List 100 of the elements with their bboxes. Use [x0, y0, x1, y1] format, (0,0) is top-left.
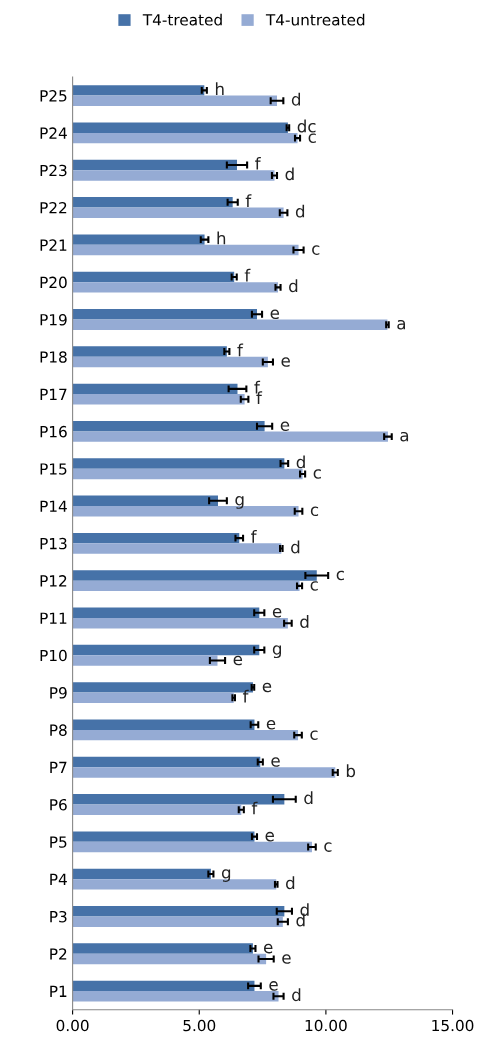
data-label: d [296, 455, 305, 469]
y-tick-label: P2 [50, 948, 67, 960]
y-tick-label: P15 [40, 463, 67, 475]
data-label: f [255, 156, 261, 170]
x-tick-label: 0.00 [56, 1019, 89, 1032]
bar [72, 244, 299, 256]
legend-label: T4-untreated [265, 13, 365, 26]
data-label: d [304, 791, 313, 805]
data-label: c [324, 842, 332, 852]
data-label: d [286, 876, 295, 890]
y-tick-label: P11 [40, 612, 67, 624]
data-label: e [271, 757, 280, 767]
data-label: c [308, 133, 316, 143]
bar [72, 356, 268, 368]
data-label: g [221, 869, 231, 882]
bar [72, 122, 288, 133]
bar [72, 980, 255, 992]
data-label: e [281, 357, 290, 367]
bar [72, 953, 267, 965]
bar [72, 458, 285, 469]
data-label: d [291, 92, 300, 106]
data-label: e [272, 608, 282, 618]
data-label: e [270, 309, 280, 320]
data-label: e [266, 719, 276, 730]
bar [72, 234, 205, 245]
y-tick-label: P7 [50, 761, 67, 774]
bar [72, 271, 235, 283]
data-label: e [262, 682, 272, 693]
bar [72, 85, 205, 96]
data-label: c [336, 570, 344, 581]
data-label: f [245, 194, 252, 207]
bar [72, 197, 233, 208]
data-label: d [291, 540, 300, 554]
bar [72, 868, 211, 880]
bar [72, 170, 275, 181]
data-label: g [235, 496, 244, 509]
y-tick-label: P17 [40, 388, 67, 400]
data-label: h [217, 231, 226, 245]
data-label: f [251, 801, 258, 815]
bar [72, 831, 255, 842]
y-tick-label: P23 [40, 164, 67, 177]
data-label: c [312, 245, 320, 255]
y-tick-label: P25 [40, 90, 67, 102]
x-tick-label: 10.00 [305, 1019, 347, 1032]
data-label: e [282, 954, 291, 964]
data-label: b [346, 764, 356, 778]
bar [72, 383, 238, 395]
bar [72, 309, 257, 320]
y-tick-label: P3 [50, 910, 67, 923]
bar [72, 692, 234, 704]
bar [72, 804, 242, 815]
bar [72, 394, 245, 405]
bar [72, 543, 282, 554]
bar [72, 943, 253, 954]
bar [72, 644, 260, 656]
data-label: f [244, 268, 251, 282]
data-label: f [242, 689, 249, 703]
y-tick-label: P9 [50, 687, 67, 699]
data-label: f [251, 530, 257, 543]
bar [72, 431, 388, 442]
y-tick-label: P8 [50, 724, 67, 736]
y-tick-label: P24 [40, 127, 67, 139]
data-label: g [272, 645, 282, 659]
data-label: d [295, 204, 305, 218]
y-tick-label: P16 [40, 425, 67, 438]
bar [72, 282, 279, 293]
data-label: e [265, 831, 274, 842]
bar [72, 532, 240, 544]
bar [72, 95, 278, 107]
bar [72, 580, 300, 592]
y-tick-label: P18 [40, 351, 67, 363]
data-label: c [310, 730, 318, 740]
bar [72, 495, 218, 507]
bar [72, 719, 255, 730]
y-tick-label: P13 [40, 537, 67, 550]
data-label: d [289, 279, 298, 293]
y-tick-label: P22 [40, 202, 67, 214]
data-label: a [397, 319, 406, 330]
bar [72, 132, 298, 144]
y-tick-label: P10 [40, 649, 67, 662]
data-label: e [264, 943, 273, 954]
bar [72, 207, 284, 218]
data-label: c [313, 469, 321, 479]
bar [72, 991, 279, 1002]
y-tick-label: P14 [40, 500, 67, 512]
y-tick-label: P1 [50, 985, 67, 997]
bar [72, 346, 227, 357]
y-tick-label: P12 [40, 575, 67, 587]
x-tick-label: 5.00 [183, 1019, 216, 1032]
legend-label: T4-treated [142, 13, 222, 26]
data-label: e [280, 421, 290, 432]
y-tick-label: P19 [40, 313, 67, 326]
data-label: d [300, 615, 309, 629]
bar [72, 655, 218, 666]
data-label: f [237, 343, 244, 357]
bar [72, 767, 336, 778]
data-label: h [215, 82, 224, 95]
bar [72, 617, 288, 629]
y-tick-label: P21 [40, 239, 67, 251]
data-label: dc [297, 119, 316, 133]
